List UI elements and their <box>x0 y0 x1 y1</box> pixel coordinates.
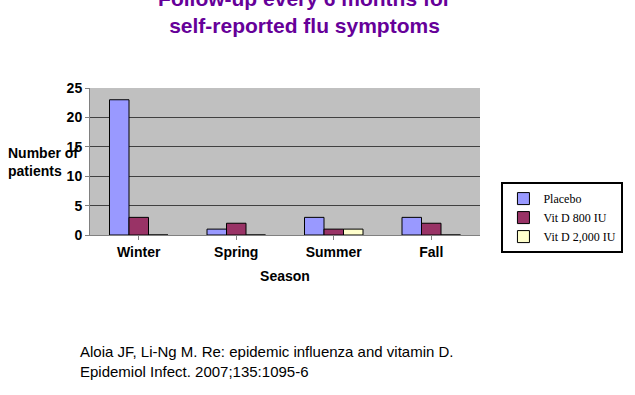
svg-text:Summer: Summer <box>306 244 363 260</box>
svg-text:Winter: Winter <box>117 244 161 260</box>
svg-text:Placebo: Placebo <box>543 192 581 206</box>
svg-text:Fall: Fall <box>419 244 443 260</box>
svg-text:Spring: Spring <box>214 244 258 260</box>
svg-text:Vit D 2,000 IU: Vit D 2,000 IU <box>543 230 615 244</box>
svg-text:Vit D 800 IU: Vit D 800 IU <box>543 211 606 225</box>
svg-text:20: 20 <box>67 109 83 125</box>
svg-text:Aloia JF, Li-Ng M. Re: epidemi: Aloia JF, Li-Ng M. Re: epidemic influenz… <box>80 343 454 380</box>
svg-text:5: 5 <box>74 198 82 214</box>
svg-text:25: 25 <box>67 80 83 96</box>
svg-text:Follow-up every 6 months forse: Follow-up every 6 months forself-reporte… <box>158 0 451 37</box>
svg-text:10: 10 <box>67 168 83 184</box>
svg-text:15: 15 <box>67 139 83 155</box>
svg-text:Season: Season <box>260 268 310 284</box>
svg-text:Number ofpatients: Number ofpatients <box>8 145 78 179</box>
svg-text:0: 0 <box>74 227 82 243</box>
